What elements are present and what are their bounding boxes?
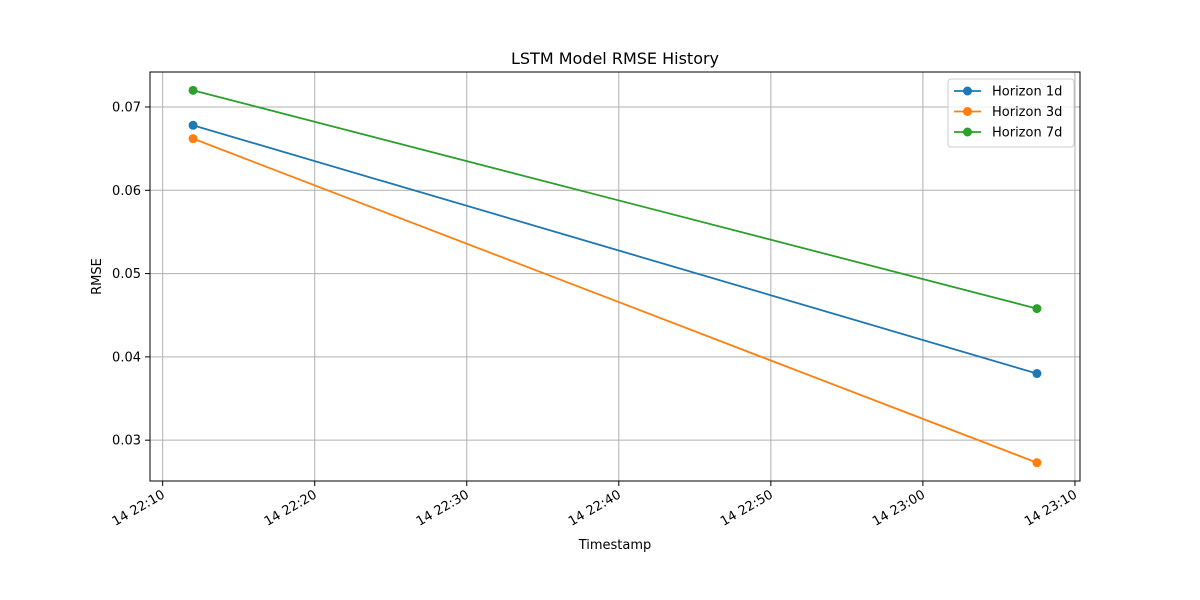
y-tick-label: 0.03 bbox=[112, 434, 141, 449]
grid-lines bbox=[150, 72, 1080, 481]
data-point-horizon-7d bbox=[1032, 304, 1042, 314]
x-axis-label: Timestamp bbox=[578, 538, 652, 553]
plot-area-frame bbox=[149, 71, 1081, 482]
chart-title: LSTM Model RMSE History bbox=[511, 49, 719, 68]
data-point-horizon-1d bbox=[1032, 369, 1042, 379]
legend-label-horizon-1d: Horizon 1d bbox=[992, 85, 1062, 100]
series-lines bbox=[188, 85, 1042, 468]
legend-box bbox=[947, 78, 1075, 148]
legend-marker-horizon-1d bbox=[963, 86, 972, 96]
series-line-horizon-7d bbox=[192, 89, 1038, 310]
legend: Horizon 1d Horizon 3d Horizon 7d bbox=[947, 78, 1075, 148]
series-line-horizon-1d bbox=[192, 124, 1038, 375]
data-point-horizon-1d bbox=[188, 120, 198, 130]
legend-label-horizon-3d: Horizon 3d bbox=[992, 105, 1062, 120]
legend-marker-horizon-7d bbox=[963, 127, 972, 137]
legend-marker-horizon-3d bbox=[963, 107, 972, 116]
data-point-horizon-3d bbox=[188, 134, 198, 144]
y-tick-label: 0.05 bbox=[112, 267, 141, 282]
legend-label-horizon-7d: Horizon 7d bbox=[992, 126, 1062, 141]
series-line-horizon-3d bbox=[192, 137, 1038, 464]
y-axis-label: RMSE bbox=[90, 258, 105, 295]
data-point-horizon-3d bbox=[1032, 458, 1042, 468]
y-tick-label: 0.06 bbox=[112, 184, 141, 199]
legend-items: Horizon 1d Horizon 3d Horizon 7d bbox=[954, 85, 1062, 141]
data-point-horizon-7d bbox=[188, 85, 198, 95]
y-tick-label: 0.07 bbox=[112, 100, 141, 115]
y-tick-label: 0.04 bbox=[112, 350, 141, 365]
